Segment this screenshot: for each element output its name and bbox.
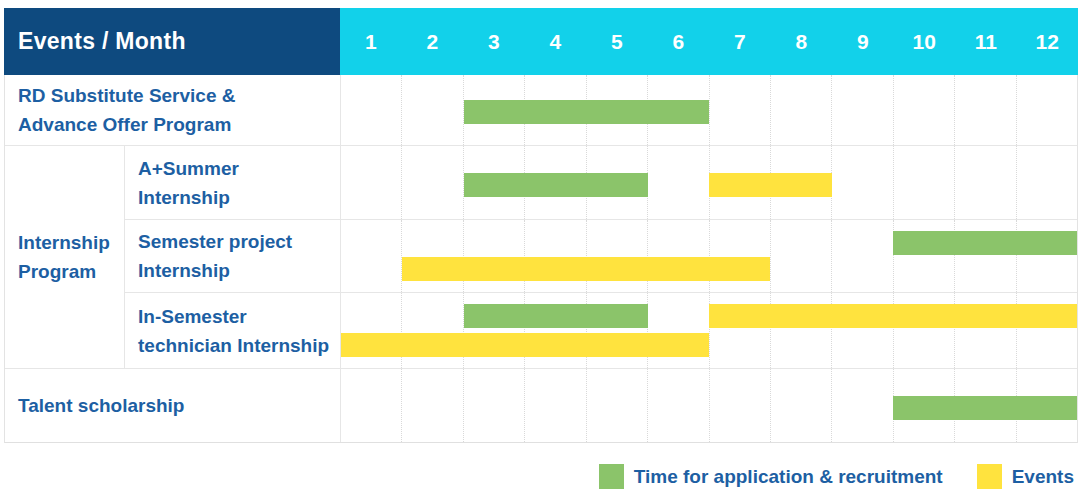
row-label-line: In-Semester [138, 302, 340, 331]
events-month-header-cell: Events / Month [4, 8, 340, 75]
row-label-line: Internship [138, 183, 340, 212]
events-swatch-icon [977, 464, 1002, 489]
group-label-line: Internship [18, 228, 124, 257]
month-header-11: 11 [955, 8, 1017, 75]
event-bar [709, 173, 832, 197]
table-header-row: Events / Month 1 2 3 4 5 6 7 8 9 10 11 1… [4, 8, 1078, 75]
application-swatch-icon [599, 464, 624, 489]
row-label-line: Semester project [138, 227, 340, 256]
month-header-7: 7 [709, 8, 771, 75]
month-header-5: 5 [586, 8, 648, 75]
month-header-12: 12 [1017, 8, 1079, 75]
legend-item-application: Time for application & recruitment [599, 464, 943, 489]
legend-events-label: Events [1012, 466, 1074, 488]
legend-application-label: Time for application & recruitment [634, 466, 943, 488]
row-label-rd-substitute: RD Substitute Service & Advance Offer Pr… [5, 75, 341, 145]
table-row-a-plus-summer: A+Summer Internship [125, 146, 1077, 220]
month-header-4: 4 [525, 8, 587, 75]
event-bar [341, 333, 709, 357]
gantt-track-a-plus-summer [341, 146, 1077, 219]
row-label-a-plus-summer: A+Summer Internship [125, 146, 341, 219]
application-recruitment-bar [893, 231, 1077, 255]
table-row-rd-substitute: RD Substitute Service & Advance Offer Pr… [5, 75, 1077, 146]
internship-program-group: Internship Program A+Summer Internship S… [5, 146, 1077, 369]
legend: Time for application & recruitment Event… [599, 464, 1074, 489]
table-row-in-semester-technician: In-Semester technician Internship [125, 293, 1077, 368]
application-recruitment-bar [464, 100, 709, 124]
events-month-table: Events / Month 1 2 3 4 5 6 7 8 9 10 11 1… [4, 8, 1078, 443]
month-header-strip: 1 2 3 4 5 6 7 8 9 10 11 12 [340, 8, 1078, 75]
events-month-label: Events / Month [18, 28, 186, 55]
row-label-in-semester-technician: In-Semester technician Internship [125, 293, 341, 368]
month-header-6: 6 [648, 8, 710, 75]
row-label-talent-scholarship: Talent scholarship [5, 369, 341, 442]
gantt-schedule-page: Events / Month 1 2 3 4 5 6 7 8 9 10 11 1… [0, 0, 1080, 494]
group-label-internship-program: Internship Program [5, 146, 125, 368]
table-row-talent-scholarship: Talent scholarship [5, 369, 1077, 442]
month-header-8: 8 [771, 8, 833, 75]
row-label-line: Talent scholarship [18, 391, 340, 420]
month-header-9: 9 [832, 8, 894, 75]
event-bar [709, 304, 1077, 328]
gantt-track-rd-substitute [341, 75, 1077, 145]
group-label-line: Program [18, 257, 124, 286]
table-body: RD Substitute Service & Advance Offer Pr… [4, 75, 1078, 443]
application-recruitment-bar [464, 173, 648, 197]
month-header-3: 3 [463, 8, 525, 75]
row-label-line: Advance Offer Program [18, 110, 340, 139]
gantt-track-talent-scholarship [341, 369, 1077, 442]
month-gridlines [341, 75, 1077, 145]
row-label-semester-project: Semester project Internship [125, 220, 341, 292]
month-header-1: 1 [340, 8, 402, 75]
month-header-2: 2 [402, 8, 464, 75]
event-bar [402, 257, 770, 281]
gantt-track-semester-project [341, 220, 1077, 292]
row-label-line: A+Summer [138, 154, 340, 183]
row-label-line: RD Substitute Service & [18, 81, 340, 110]
application-recruitment-bar [464, 304, 648, 328]
internship-sub-rows: A+Summer Internship Semester project Int… [125, 146, 1077, 368]
application-recruitment-bar [893, 396, 1077, 420]
row-label-line: technician Internship [138, 331, 340, 360]
month-header-10: 10 [894, 8, 956, 75]
table-row-semester-project: Semester project Internship [125, 220, 1077, 293]
gantt-track-in-semester-technician [341, 293, 1077, 368]
legend-item-events: Events [977, 464, 1074, 489]
row-label-line: Internship [138, 256, 340, 285]
